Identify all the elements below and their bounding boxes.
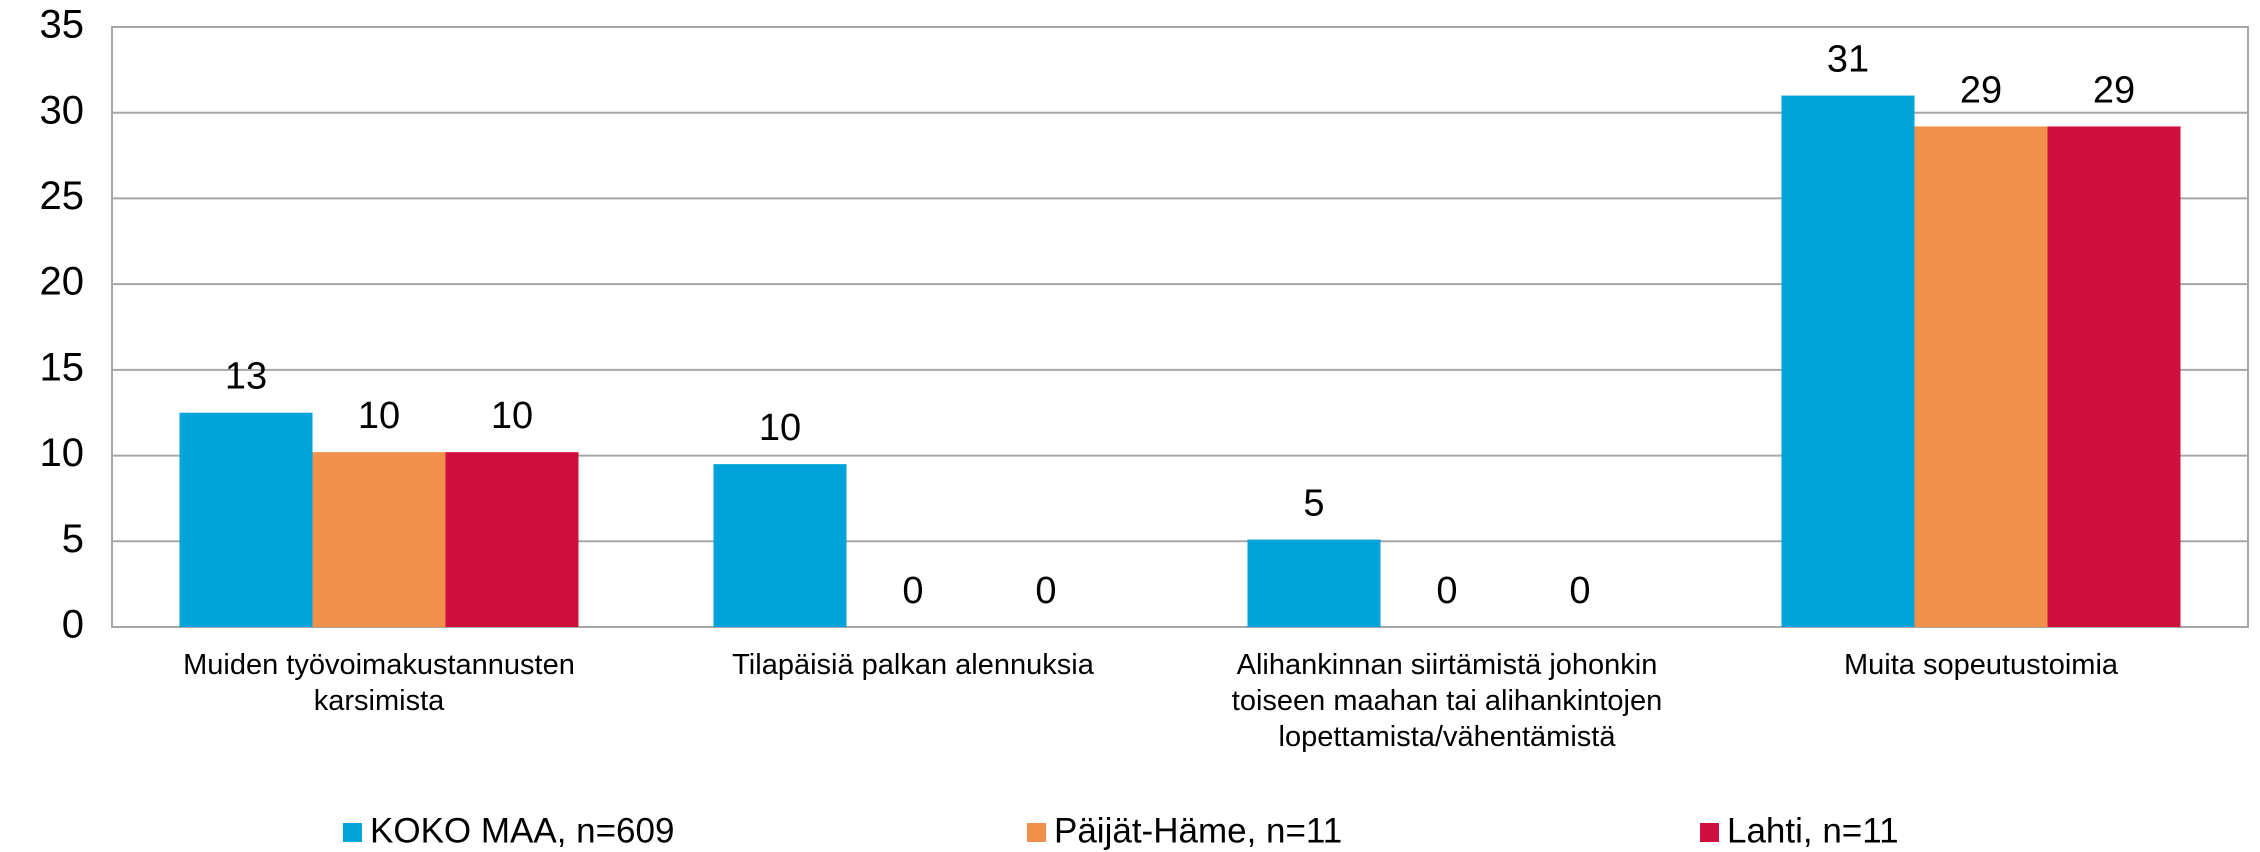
bar [445, 452, 579, 627]
y-tick-label: 25 [40, 174, 85, 218]
plot-border [111, 26, 2249, 628]
y-tick-label: 30 [40, 88, 85, 132]
x-tick-label: Alihankinnan siirtämistä johonkin toisee… [1231, 649, 1663, 753]
y-tick-label: 0 [62, 603, 84, 647]
value-label: 0 [1035, 570, 1056, 612]
value-label: 0 [902, 570, 923, 612]
bar [179, 412, 313, 627]
y-tick-label: 5 [62, 517, 84, 561]
value-label: 10 [759, 407, 801, 449]
bar [1247, 539, 1381, 627]
y-tick-label: 20 [40, 260, 85, 304]
x-tick-label: Tilapäisiä palkan alennuksia [732, 649, 1094, 681]
bar [713, 464, 847, 627]
bar [2047, 126, 2181, 627]
y-tick-label: 35 [40, 3, 85, 47]
legend-label: Lahti, n=11 [1727, 811, 1899, 850]
y-tick-label: 10 [40, 431, 85, 475]
value-label: 10 [491, 395, 533, 437]
bar [1914, 126, 2048, 627]
legend-swatch [343, 823, 362, 842]
value-label: 13 [225, 356, 267, 398]
legend-label: Päijät-Häme, n=11 [1054, 811, 1342, 850]
x-tick-label: Muiden työvoimakustannusten karsimista [183, 649, 575, 717]
value-label: 29 [1960, 69, 2002, 111]
value-label: 0 [1436, 570, 1457, 612]
value-label: 29 [2093, 69, 2135, 111]
x-tick-label: Muita sopeutustoimia [1843, 649, 2119, 681]
legend-swatch [1700, 823, 1719, 842]
value-label: 10 [358, 395, 400, 437]
value-label: 5 [1303, 483, 1324, 525]
value-label: 31 [1827, 39, 1869, 81]
value-label: 0 [1569, 570, 1590, 612]
legend-swatch [1027, 823, 1046, 842]
bar [312, 452, 446, 627]
legend-label: KOKO MAA, n=609 [370, 811, 674, 850]
y-tick-label: 15 [40, 345, 85, 389]
bar [1781, 95, 1915, 628]
